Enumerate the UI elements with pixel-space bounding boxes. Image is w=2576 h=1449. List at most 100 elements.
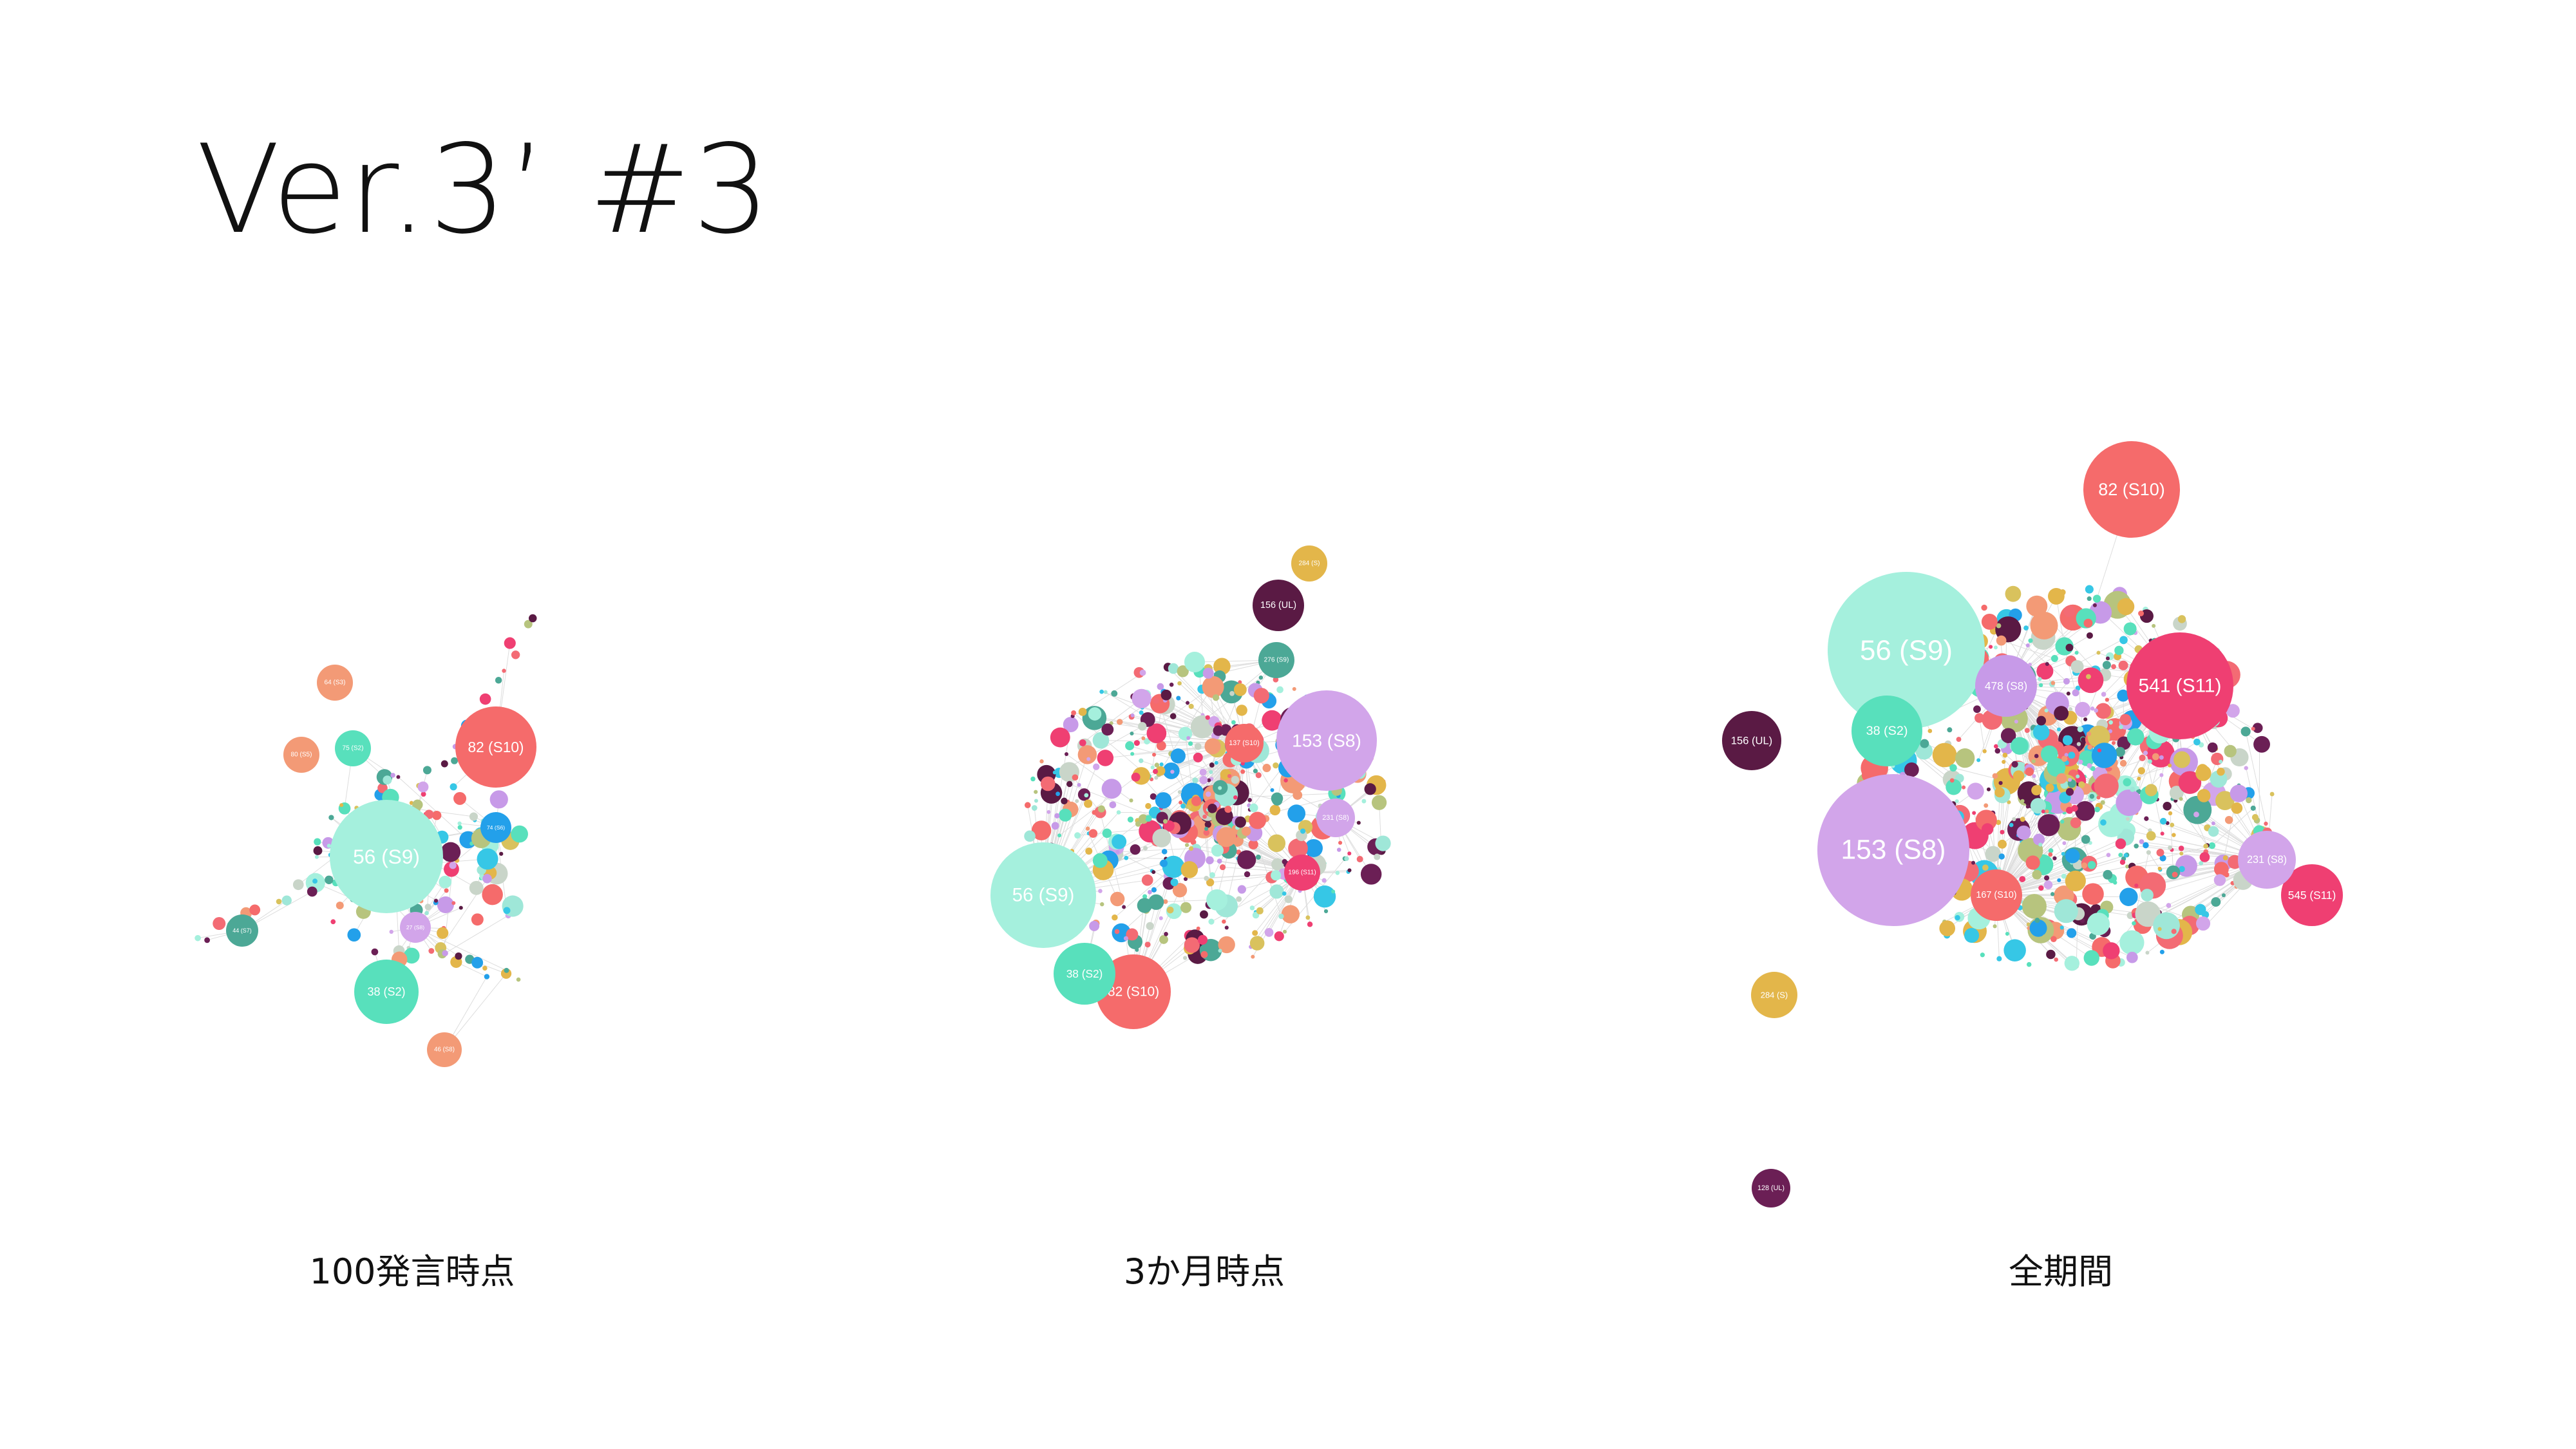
graph-node xyxy=(1973,705,1981,714)
graph-node xyxy=(1191,796,1202,806)
graph-node xyxy=(1166,906,1174,914)
graph-node xyxy=(2177,615,2186,623)
graph-edge xyxy=(415,927,507,971)
graph-node xyxy=(471,913,484,926)
graph-node xyxy=(1151,870,1156,875)
graph-node xyxy=(1986,787,1991,791)
graph-node xyxy=(2025,643,2030,648)
graph-node xyxy=(1248,839,1258,849)
graph-node xyxy=(1218,949,1222,953)
graph-node xyxy=(1177,681,1182,686)
graph-major-node: 80 (S5) xyxy=(283,737,319,773)
node-layer: 56 (S9) 153 (S8) 82 (S10) 38 (S2) 156 (UL) 28… xyxy=(990,545,1391,1029)
graph-node-label: 478 (S8) xyxy=(1985,679,2027,692)
graph-node xyxy=(2085,674,2091,679)
graph-edge xyxy=(1111,723,1245,744)
graph-node xyxy=(1202,667,1214,679)
graph-node xyxy=(1125,741,1135,751)
graph-node xyxy=(2045,809,2049,813)
graph-node-label: 156 (UL) xyxy=(1260,600,1296,611)
graph-node xyxy=(1077,745,1097,764)
graph-node xyxy=(1204,821,1211,828)
graph-node xyxy=(455,952,462,960)
graph-node-label: 56 (S9) xyxy=(1012,885,1075,906)
graph-edge xyxy=(2170,813,2174,873)
graph-node xyxy=(1154,775,1159,780)
graph-node xyxy=(2046,949,2056,960)
graph-node xyxy=(2199,852,2210,862)
graph-node-label: 44 (S7) xyxy=(232,927,252,934)
graph-node xyxy=(213,917,226,931)
graph-node xyxy=(1982,864,1989,871)
graph-node xyxy=(2251,726,2255,731)
graph-node xyxy=(1980,952,1985,958)
graph-node xyxy=(1129,798,1133,802)
graph-node xyxy=(2000,728,2016,743)
graph-node xyxy=(1184,937,1200,953)
graph-major-node-circle xyxy=(1752,1169,1790,1208)
graph-node xyxy=(1056,791,1060,797)
graph-node xyxy=(1177,665,1189,677)
graph-node xyxy=(2179,797,2183,801)
graph-node xyxy=(1177,790,1182,794)
graph-node xyxy=(1154,762,1160,768)
graph-major-node: 128 (UL) xyxy=(1752,1169,1790,1208)
graph-node xyxy=(1052,770,1057,775)
graph-node xyxy=(2020,799,2025,803)
graph-major-node-circle xyxy=(400,912,431,943)
graph-node xyxy=(2066,691,2070,696)
graph-caption-all-period: 全期間 xyxy=(2009,1251,2113,1292)
graph-node xyxy=(1996,623,2002,629)
graph-node xyxy=(2082,883,2104,905)
graph-node xyxy=(1127,817,1134,823)
graph-major-node-circle xyxy=(455,706,536,788)
graph-node xyxy=(1981,604,1987,611)
graph-node xyxy=(1188,741,1193,746)
graph-node xyxy=(444,888,449,893)
graph-major-node-circle xyxy=(1054,943,1115,1005)
graph-major-node: 44 (S7) xyxy=(226,914,258,947)
graph-node xyxy=(1233,795,1238,800)
graph-node xyxy=(1141,736,1146,741)
graph-node xyxy=(2093,677,2103,687)
graph-node xyxy=(1964,927,1980,943)
graph-node xyxy=(2026,961,2032,967)
graph-node-label: 137 (S10) xyxy=(1229,739,1259,747)
graph-node xyxy=(2057,878,2061,882)
graph-node xyxy=(1267,834,1286,853)
graph-node xyxy=(450,783,457,791)
graph-node xyxy=(1200,951,1208,958)
graph-node xyxy=(2115,746,2125,757)
graph-node xyxy=(2108,720,2113,725)
graph-node xyxy=(1151,887,1157,893)
graph-node xyxy=(1206,889,1228,911)
graph-node xyxy=(1093,763,1100,770)
graph-node xyxy=(2047,757,2066,777)
graph-node xyxy=(2025,767,2034,776)
graph-node xyxy=(2108,729,2113,734)
graph-node xyxy=(433,898,439,903)
graph-node xyxy=(1244,871,1251,878)
graph-node xyxy=(1085,848,1093,855)
graph-node xyxy=(2126,951,2138,963)
graph-node xyxy=(1213,658,1231,676)
graph-node xyxy=(1098,889,1103,893)
graph-node xyxy=(2076,742,2081,746)
graph-node xyxy=(1292,687,1296,691)
graph-node xyxy=(1271,792,1283,805)
graph-node xyxy=(1993,645,1998,650)
graph-node xyxy=(2044,708,2049,713)
graph-node xyxy=(389,929,393,934)
graph-node xyxy=(1967,782,1984,800)
graph-node xyxy=(1241,826,1251,836)
graph-node xyxy=(1249,936,1265,951)
graph-node xyxy=(1101,723,1114,736)
graph-node xyxy=(1252,930,1258,936)
graph-edge xyxy=(1051,772,1070,848)
graph-major-node-circle xyxy=(990,842,1096,948)
graph-node-label: 64 (S3) xyxy=(324,679,345,687)
graph-node xyxy=(1237,885,1246,894)
graph-node xyxy=(2178,846,2184,851)
graph-node xyxy=(471,956,484,969)
graph-node xyxy=(2030,611,2058,639)
